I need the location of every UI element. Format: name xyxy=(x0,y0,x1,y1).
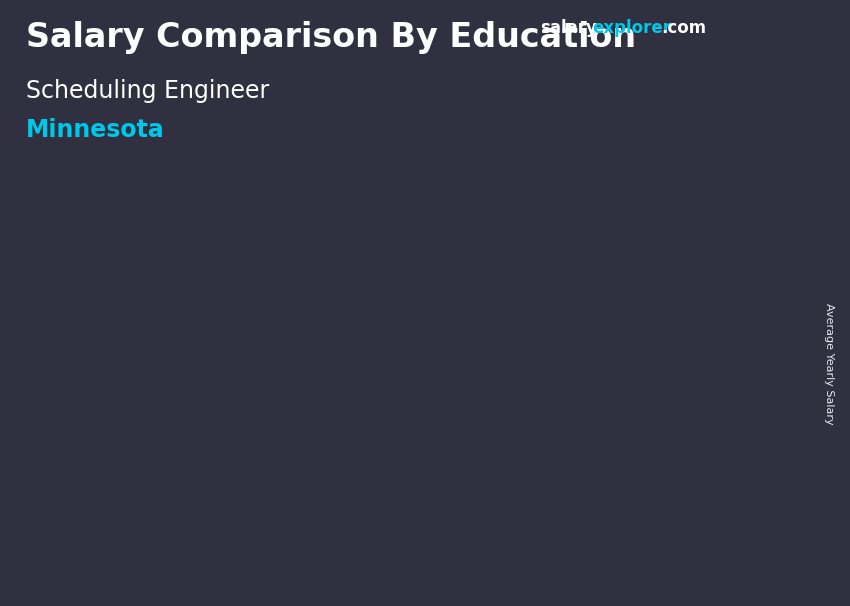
Bar xyxy=(136,394,198,521)
Bar xyxy=(718,67,803,70)
Text: .com: .com xyxy=(661,19,706,38)
Bar xyxy=(718,100,803,103)
Text: Average Yearly Salary: Average Yearly Salary xyxy=(824,303,834,424)
Text: Scheduling Engineer: Scheduling Engineer xyxy=(26,79,269,103)
Polygon shape xyxy=(136,388,210,394)
Bar xyxy=(718,79,803,82)
Text: 124,000 USD: 124,000 USD xyxy=(559,149,680,167)
Bar xyxy=(718,70,803,73)
Polygon shape xyxy=(420,313,432,521)
Bar xyxy=(718,82,803,85)
Polygon shape xyxy=(358,313,432,321)
Bar xyxy=(358,321,420,521)
Text: 74,100 USD: 74,100 USD xyxy=(330,281,439,299)
Polygon shape xyxy=(198,388,210,521)
Bar xyxy=(718,97,803,100)
Bar xyxy=(718,85,803,88)
Text: Salary Comparison By Education: Salary Comparison By Education xyxy=(26,21,636,54)
Text: Minnesota: Minnesota xyxy=(26,118,164,142)
Text: explorer: explorer xyxy=(592,19,672,38)
Bar xyxy=(718,94,803,97)
Bar xyxy=(718,88,803,91)
Bar xyxy=(580,186,642,521)
Polygon shape xyxy=(580,173,654,186)
Polygon shape xyxy=(642,173,654,521)
Bar xyxy=(718,64,803,67)
Bar xyxy=(718,91,803,94)
Text: salary: salary xyxy=(540,19,597,38)
Bar xyxy=(718,64,752,85)
Text: +57%: +57% xyxy=(197,239,292,267)
Text: +68%: +68% xyxy=(441,113,536,141)
Bar xyxy=(718,73,803,76)
Bar xyxy=(718,76,803,79)
Text: 47,200 USD: 47,200 USD xyxy=(75,351,184,369)
